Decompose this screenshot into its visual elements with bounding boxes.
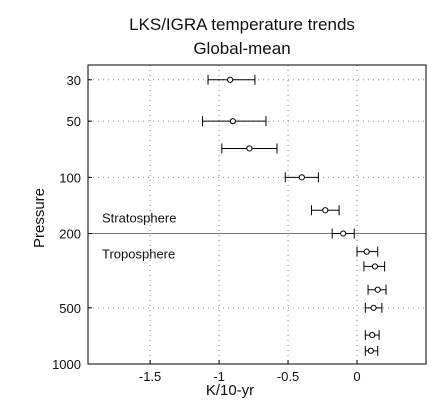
trend-marker (322, 207, 329, 214)
x-tick-label: -0.5 (277, 369, 299, 384)
data-point (363, 261, 386, 272)
y-tick-label: 30 (67, 73, 81, 88)
chart-title: LKS/IGRA temperature trends (129, 15, 355, 34)
x-tick-label: -1 (213, 369, 225, 384)
y-axis: 30 50 100 200 500 1000 (52, 73, 92, 372)
troposphere-label: Troposphere (102, 247, 175, 262)
data-point (367, 284, 387, 295)
trend-marker (367, 347, 374, 354)
x-axis: -1.5 -1 -0.5 0 (139, 360, 361, 384)
trend-marker (340, 230, 347, 237)
data-point (364, 345, 379, 356)
y-tick-label: 1000 (52, 357, 81, 372)
data-point (356, 246, 379, 257)
trend-marker (226, 76, 234, 83)
data-point (364, 330, 380, 341)
trend-marker (229, 118, 236, 125)
data-point (284, 172, 319, 183)
trend-marker (246, 145, 253, 152)
data-point (207, 74, 256, 85)
y-tick-label: 50 (67, 114, 81, 129)
trend-marker (370, 304, 377, 311)
trend-marker (363, 248, 370, 255)
data-point (202, 116, 267, 127)
trend-marker (369, 331, 376, 339)
data-point (221, 143, 278, 154)
stratosphere-label: Stratosphere (102, 211, 176, 226)
trend-marker (298, 174, 305, 181)
plot-frame (87, 64, 427, 365)
y-tick-label: 500 (59, 301, 81, 316)
y-tick-label: 100 (59, 170, 81, 185)
x-axis-label: K/10-yr (206, 382, 254, 399)
x-tick-label: 0 (353, 369, 360, 384)
y-axis-label: Pressure (31, 188, 48, 248)
trend-marker (371, 263, 379, 270)
chart-subtitle: Global-mean (193, 39, 290, 58)
y-tick-label: 200 (59, 227, 81, 242)
data-point (331, 228, 355, 239)
trend-marker (374, 286, 381, 293)
x-tick-label: -1.5 (139, 369, 161, 384)
data-point (364, 302, 383, 313)
data-points (202, 74, 387, 356)
data-point (310, 205, 340, 216)
